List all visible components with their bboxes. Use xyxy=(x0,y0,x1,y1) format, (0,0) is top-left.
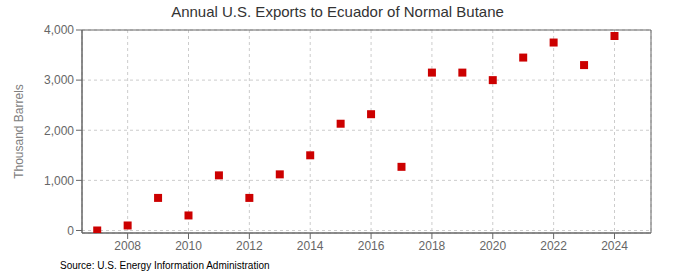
svg-text:2014: 2014 xyxy=(297,239,324,253)
svg-text:2018: 2018 xyxy=(419,239,446,253)
html-text:Annual U.S. Exports to Ecuador: Annual U.S. Exports to Ecuador of Normal… xyxy=(171,3,504,20)
svg-text:2,000: 2,000 xyxy=(44,124,74,138)
html-text:Source: U.S. Energy Informatio: Source: U.S. Energy Information Administ… xyxy=(60,260,270,271)
svg-text:3,000: 3,000 xyxy=(44,73,74,87)
svg-text:2012: 2012 xyxy=(236,239,263,253)
svg-text:2010: 2010 xyxy=(175,239,202,253)
svg-text:Thousand Barrels: Thousand Barrels xyxy=(12,84,26,179)
svg-text:0: 0 xyxy=(67,224,74,238)
svg-text:2024: 2024 xyxy=(601,239,628,253)
svg-text:2008: 2008 xyxy=(114,239,141,253)
svg-text:4,000: 4,000 xyxy=(44,24,74,37)
svg-text:1,000: 1,000 xyxy=(44,174,74,188)
svg-text:2022: 2022 xyxy=(540,239,567,253)
svg-text:2016: 2016 xyxy=(358,239,385,253)
svg-text:2020: 2020 xyxy=(479,239,506,253)
